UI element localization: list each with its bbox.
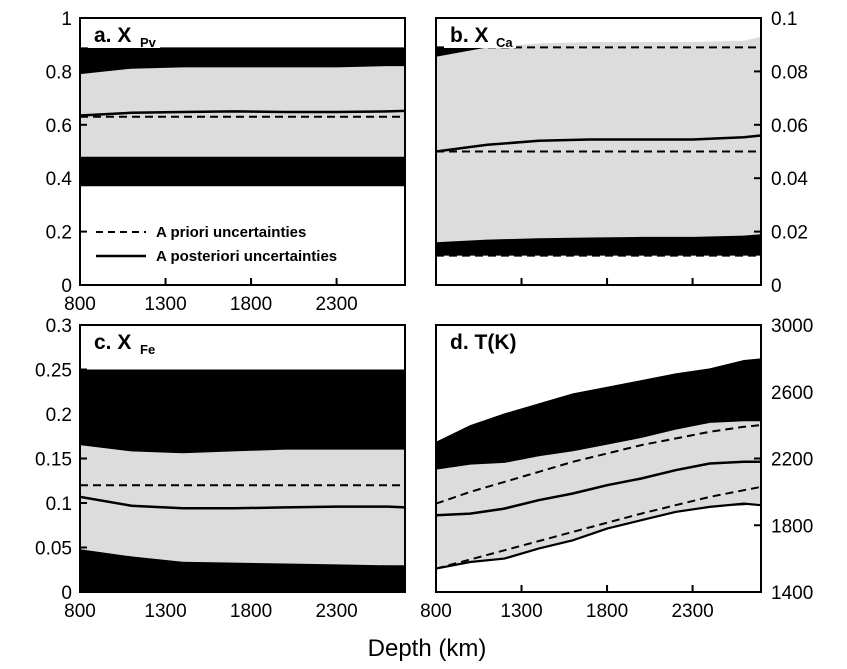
panel-c: 0 0.05 0.1 0.15 0.2 0.25 0.3 800 1300 1800 2300 c. … xyxy=(35,316,406,622)
y-tick-label: 0.15 xyxy=(35,450,72,471)
panel-b-plot-area xyxy=(436,36,761,257)
x-tick-label: 1300 xyxy=(144,294,186,315)
legend: A priori uncertainties A posteriori unce… xyxy=(88,213,400,269)
legend-posterior-label: A posteriori uncertainties xyxy=(156,248,337,265)
x-tick-label: 2300 xyxy=(315,601,357,622)
prior-upper-line xyxy=(436,424,761,505)
x-tick-label: 800 xyxy=(64,601,96,622)
panel-title-background xyxy=(88,327,160,355)
x-axis-title: Depth (km) xyxy=(368,635,487,662)
y-tick-label: 0.08 xyxy=(771,62,808,83)
posterior-upper-bound-line xyxy=(436,419,761,470)
y-tick-label: 1800 xyxy=(771,516,813,537)
panel-b-title: b. X xyxy=(450,24,489,47)
panel-a-plot-area xyxy=(80,47,405,187)
panel-title-background xyxy=(444,327,522,355)
x-tick-label: 2300 xyxy=(671,601,713,622)
panel-c-plot-area xyxy=(80,369,405,592)
y-tick-label: 0 xyxy=(771,276,782,297)
x-tick-label: 1800 xyxy=(230,294,272,315)
panel-b: 0 0.02 0.04 0.06 0.08 0.1 b. X Ca xyxy=(435,9,808,297)
y-tick-label: 0.1 xyxy=(771,9,797,30)
posterior-uncertainty-band xyxy=(80,445,405,566)
y-tick-label: 0.06 xyxy=(771,116,808,137)
y-tick-label: 0.4 xyxy=(46,169,73,190)
panel-b-title-subscript: Ca xyxy=(496,35,513,50)
posterior-mean-line xyxy=(80,495,405,510)
y-tick-label: 0 xyxy=(61,276,72,297)
x-tick-label: 800 xyxy=(420,601,452,622)
panel-d-title: d. T(K) xyxy=(450,331,516,354)
legend-background xyxy=(88,213,400,269)
posterior-uncertainty-band xyxy=(436,420,761,569)
x-tick-label: 1800 xyxy=(586,601,628,622)
y-tick-label: 0.05 xyxy=(35,539,72,560)
panel-c-title: c. X xyxy=(94,331,131,354)
prior-mean-line xyxy=(436,485,761,570)
y-tick-label: 0.02 xyxy=(771,223,808,244)
panel-a-frame xyxy=(79,17,406,286)
y-tick-label: 2600 xyxy=(771,383,813,404)
x-tick-label: 1300 xyxy=(500,601,542,622)
x-tick-label: 1800 xyxy=(230,601,272,622)
panel-title-background xyxy=(88,20,160,48)
panel-title-background xyxy=(444,20,516,48)
y-tick-label: 2200 xyxy=(771,450,813,471)
x-tick-label: 800 xyxy=(64,294,96,315)
panel-a-title-subscript: Pv xyxy=(140,35,157,50)
y-tick-label: 1 xyxy=(61,9,72,30)
y-tick-label: 0.1 xyxy=(46,494,72,515)
y-tick-label: 0.2 xyxy=(46,223,72,244)
posterior-mean-line xyxy=(436,460,761,517)
panel-b-frame xyxy=(435,17,762,286)
y-tick-label: 0.6 xyxy=(46,116,72,137)
y-tick-label: 0.04 xyxy=(771,169,808,190)
posterior-lower-bound-line xyxy=(436,502,761,570)
y-tick-label: 0 xyxy=(61,583,72,604)
panel-a-title: a. X xyxy=(94,24,131,47)
panel-d: 1400 1800 2200 2600 3000 800 1300 1800 2300 d. T(… xyxy=(420,316,813,622)
posterior-mean-line xyxy=(80,109,405,117)
legend-prior-label: A priori uncertainties xyxy=(156,224,306,241)
x-tick-label: 1300 xyxy=(144,601,186,622)
posterior-mean-line xyxy=(436,134,761,153)
y-tick-label: 0.2 xyxy=(46,405,72,426)
panel-c-title-subscript: Fe xyxy=(140,342,155,357)
panel-d-plot-area xyxy=(436,358,761,570)
y-tick-label: 0.8 xyxy=(46,62,72,83)
x-tick-label: 2300 xyxy=(315,294,357,315)
y-tick-label: 1400 xyxy=(771,583,813,604)
y-tick-label: 0.3 xyxy=(46,316,72,337)
y-tick-label: 0.25 xyxy=(35,361,72,382)
y-tick-label: 3000 xyxy=(771,316,813,337)
